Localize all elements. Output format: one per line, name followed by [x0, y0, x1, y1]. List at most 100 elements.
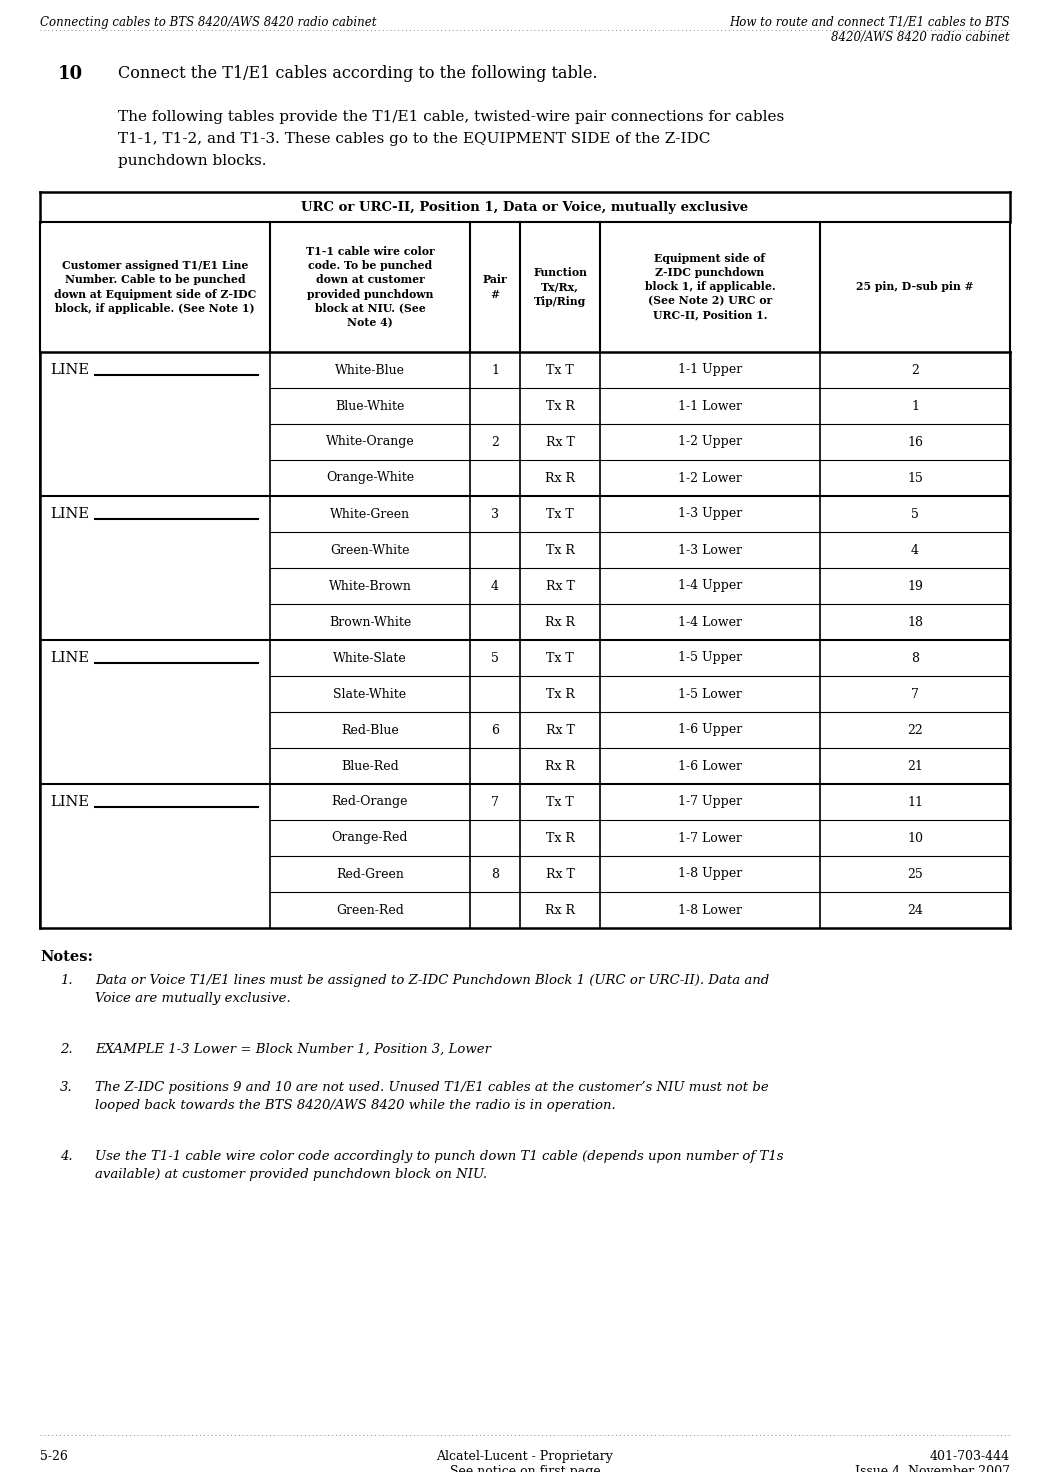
- Text: 2: 2: [491, 436, 499, 449]
- Text: White-Orange: White-Orange: [326, 436, 415, 449]
- Text: 16: 16: [907, 436, 923, 449]
- Text: Tx T: Tx T: [546, 795, 574, 808]
- Text: Rx T: Rx T: [546, 580, 574, 593]
- Text: 1-1 Upper: 1-1 Upper: [678, 364, 742, 377]
- Text: URC or URC-II, Position 1, Data or Voice, mutually exclusive: URC or URC-II, Position 1, Data or Voice…: [301, 200, 749, 213]
- Text: 25 pin, D-sub pin #: 25 pin, D-sub pin #: [856, 281, 973, 293]
- Text: 1-6 Upper: 1-6 Upper: [678, 724, 742, 736]
- Text: 1-1 Lower: 1-1 Lower: [678, 399, 742, 412]
- Text: 1-8 Lower: 1-8 Lower: [678, 904, 742, 917]
- Text: 6: 6: [491, 724, 499, 736]
- Text: 1-3 Upper: 1-3 Upper: [678, 508, 742, 521]
- Text: 2: 2: [911, 364, 919, 377]
- Text: Blue-Red: Blue-Red: [341, 760, 399, 773]
- Text: Tx R: Tx R: [546, 399, 574, 412]
- Text: 1-7 Upper: 1-7 Upper: [678, 795, 742, 808]
- Text: Rx R: Rx R: [545, 471, 575, 484]
- Text: 4: 4: [491, 580, 499, 593]
- Text: LINE: LINE: [50, 795, 89, 810]
- Text: Alcatel-Lucent - Proprietary
See notice on first page: Alcatel-Lucent - Proprietary See notice …: [437, 1450, 613, 1472]
- Text: Orange-White: Orange-White: [326, 471, 414, 484]
- Text: 4.: 4.: [60, 1150, 72, 1163]
- Text: 1-2 Lower: 1-2 Lower: [678, 471, 742, 484]
- Text: Notes:: Notes:: [40, 949, 93, 964]
- Text: Tx R: Tx R: [546, 687, 574, 701]
- Text: Pair
#: Pair #: [483, 274, 507, 300]
- Text: 1-6 Lower: 1-6 Lower: [678, 760, 742, 773]
- Text: 21: 21: [907, 760, 923, 773]
- Text: Red-Green: Red-Green: [336, 867, 404, 880]
- Text: 10: 10: [58, 65, 83, 82]
- Text: 1-3 Lower: 1-3 Lower: [678, 543, 742, 556]
- Text: Data or Voice T1/E1 lines must be assigned to Z-IDC Punchdown Block 1 (URC or UR: Data or Voice T1/E1 lines must be assign…: [94, 974, 770, 1005]
- Text: 8: 8: [491, 867, 499, 880]
- Text: 1: 1: [491, 364, 499, 377]
- Text: Green-White: Green-White: [331, 543, 410, 556]
- Text: Slate-White: Slate-White: [334, 687, 406, 701]
- Text: 401-703-444
Issue 4, November 2007: 401-703-444 Issue 4, November 2007: [855, 1450, 1010, 1472]
- Text: Rx T: Rx T: [546, 436, 574, 449]
- Text: Orange-Red: Orange-Red: [332, 832, 408, 845]
- Text: Rx R: Rx R: [545, 904, 575, 917]
- Text: Blue-White: Blue-White: [335, 399, 404, 412]
- Text: 24: 24: [907, 904, 923, 917]
- Text: White-Blue: White-Blue: [335, 364, 405, 377]
- Text: Red-Orange: Red-Orange: [332, 795, 408, 808]
- Text: 1-5 Lower: 1-5 Lower: [678, 687, 742, 701]
- Text: punchdown blocks.: punchdown blocks.: [118, 155, 267, 168]
- Text: Tx R: Tx R: [546, 543, 574, 556]
- Text: 19: 19: [907, 580, 923, 593]
- Text: Brown-White: Brown-White: [329, 615, 412, 629]
- Text: 11: 11: [907, 795, 923, 808]
- Text: 22: 22: [907, 724, 923, 736]
- Text: 5: 5: [911, 508, 919, 521]
- Text: Tx T: Tx T: [546, 364, 574, 377]
- Text: 1-8 Upper: 1-8 Upper: [678, 867, 742, 880]
- Text: Tx T: Tx T: [546, 508, 574, 521]
- Text: Red-Blue: Red-Blue: [341, 724, 399, 736]
- Text: 1-4 Lower: 1-4 Lower: [678, 615, 742, 629]
- Text: 7: 7: [911, 687, 919, 701]
- Text: 7: 7: [491, 795, 499, 808]
- Text: Connecting cables to BTS 8420/AWS 8420 radio cabinet: Connecting cables to BTS 8420/AWS 8420 r…: [40, 16, 377, 29]
- Text: 4: 4: [911, 543, 919, 556]
- Text: 5: 5: [491, 652, 499, 664]
- Text: Rx R: Rx R: [545, 760, 575, 773]
- Text: 18: 18: [907, 615, 923, 629]
- Text: Green-Red: Green-Red: [336, 904, 404, 917]
- Text: Tx R: Tx R: [546, 832, 574, 845]
- Text: LINE: LINE: [50, 506, 89, 521]
- Text: 1-2 Upper: 1-2 Upper: [678, 436, 742, 449]
- Text: LINE: LINE: [50, 651, 89, 665]
- Text: T1-1 cable wire color
code. To be punched
down at customer
provided punchdown
bl: T1-1 cable wire color code. To be punche…: [306, 246, 435, 328]
- Text: The following tables provide the T1/E1 cable, twisted-wire pair connections for : The following tables provide the T1/E1 c…: [118, 110, 784, 124]
- Text: 5-26: 5-26: [40, 1450, 68, 1463]
- Text: 8: 8: [911, 652, 919, 664]
- Text: 3.: 3.: [60, 1082, 72, 1094]
- Text: Rx R: Rx R: [545, 615, 575, 629]
- Text: Rx T: Rx T: [546, 867, 574, 880]
- Text: Function
Tx/Rx,
Tip/Ring: Function Tx/Rx, Tip/Ring: [533, 268, 587, 306]
- Text: Equipment side of
Z-IDC punchdown
block 1, if applicable.
(See Note 2) URC or
UR: Equipment side of Z-IDC punchdown block …: [645, 253, 775, 321]
- Text: White-Slate: White-Slate: [333, 652, 407, 664]
- Text: T1-1, T1-2, and T1-3. These cables go to the EQUIPMENT SIDE of the Z-IDC: T1-1, T1-2, and T1-3. These cables go to…: [118, 132, 711, 146]
- Text: 15: 15: [907, 471, 923, 484]
- Text: 1-7 Lower: 1-7 Lower: [678, 832, 742, 845]
- Text: Use the T1-1 cable wire color code accordingly to punch down T1 cable (depends u: Use the T1-1 cable wire color code accor…: [94, 1150, 783, 1181]
- Text: 3: 3: [491, 508, 499, 521]
- Text: White-Brown: White-Brown: [329, 580, 412, 593]
- Text: 1-5 Upper: 1-5 Upper: [678, 652, 742, 664]
- Text: White-Green: White-Green: [330, 508, 411, 521]
- Text: 2.: 2.: [60, 1042, 72, 1055]
- Text: 10: 10: [907, 832, 923, 845]
- Text: Rx T: Rx T: [546, 724, 574, 736]
- Text: The Z-IDC positions 9 and 10 are not used. Unused T1/E1 cables at the customer’s: The Z-IDC positions 9 and 10 are not use…: [94, 1082, 769, 1113]
- Text: 25: 25: [907, 867, 923, 880]
- Text: Connect the T1/E1 cables according to the following table.: Connect the T1/E1 cables according to th…: [118, 65, 597, 82]
- Text: 1-4 Upper: 1-4 Upper: [678, 580, 742, 593]
- Text: 1: 1: [911, 399, 919, 412]
- Text: Customer assigned T1/E1 Line
Number. Cable to be punched
down at Equipment side : Customer assigned T1/E1 Line Number. Cab…: [54, 261, 256, 314]
- Text: Tx T: Tx T: [546, 652, 574, 664]
- Text: LINE: LINE: [50, 364, 89, 377]
- Text: 1.: 1.: [60, 974, 72, 988]
